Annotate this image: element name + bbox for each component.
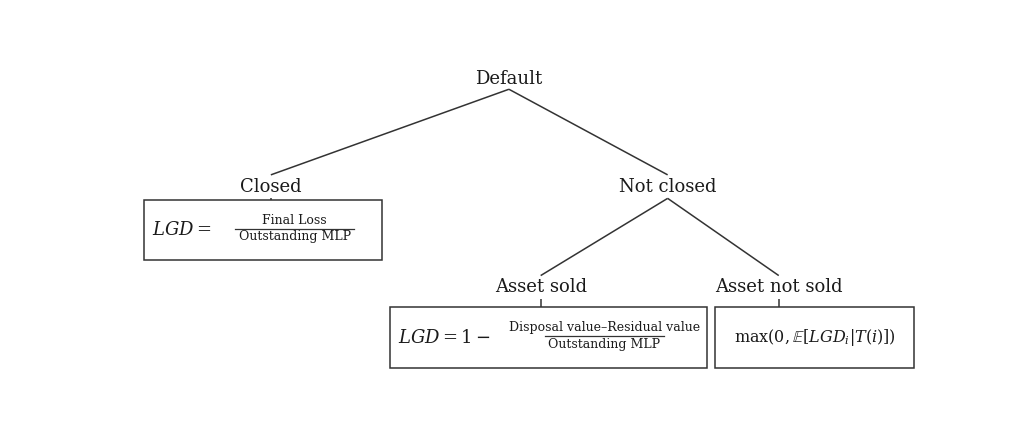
Text: Disposal value–Residual value: Disposal value–Residual value [509, 321, 699, 334]
Text: Closed: Closed [240, 177, 302, 196]
Text: Not closed: Not closed [618, 177, 717, 196]
Text: Outstanding MLP: Outstanding MLP [548, 337, 660, 351]
FancyBboxPatch shape [715, 307, 913, 368]
Text: $LGD = 1 -$: $LGD = 1 -$ [397, 329, 490, 347]
Text: Final Loss: Final Loss [262, 214, 327, 227]
Text: $LGD =$: $LGD =$ [152, 221, 211, 239]
Text: Outstanding MLP: Outstanding MLP [239, 230, 350, 243]
Text: Default: Default [475, 70, 543, 88]
Text: $\max(0,\mathbb{E}[LGD_i|T(i)])$: $\max(0,\mathbb{E}[LGD_i|T(i)])$ [733, 327, 895, 348]
Text: Asset sold: Asset sold [495, 278, 587, 296]
FancyBboxPatch shape [390, 307, 708, 368]
Text: Asset not sold: Asset not sold [715, 278, 843, 296]
FancyBboxPatch shape [143, 200, 382, 260]
